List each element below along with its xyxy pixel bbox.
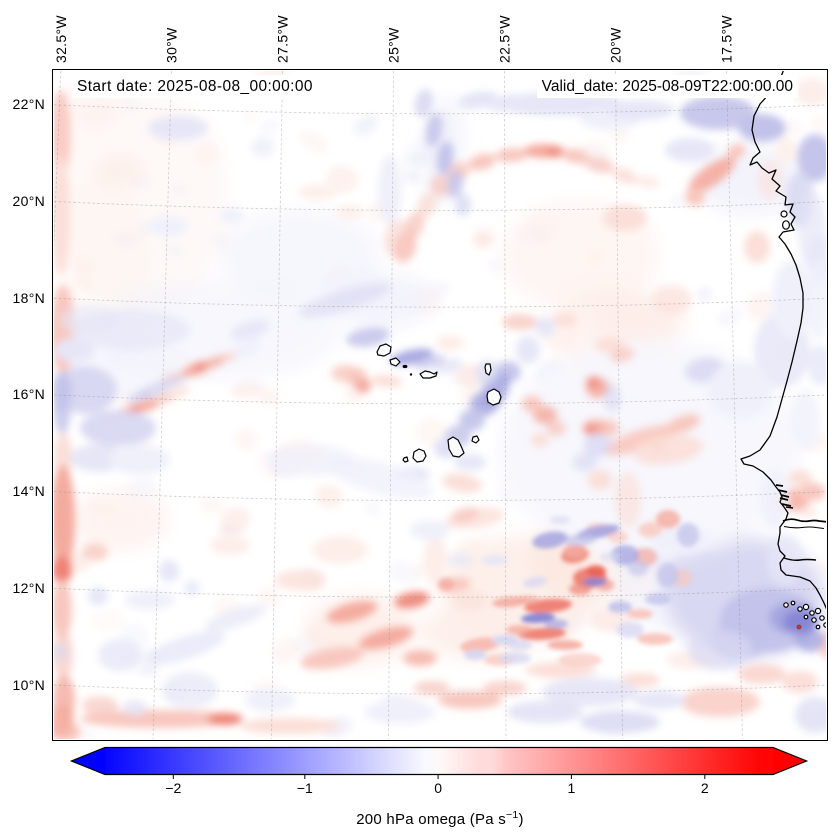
- svg-text:17.5°W: 17.5°W: [719, 15, 735, 63]
- svg-text:−1: −1: [297, 780, 313, 796]
- svg-text:27.5°W: 27.5°W: [275, 15, 291, 63]
- svg-text:2: 2: [701, 780, 709, 796]
- svg-text:−2: −2: [165, 780, 181, 796]
- svg-text:25°W: 25°W: [386, 27, 402, 63]
- svg-text:32.5°W: 32.5°W: [53, 15, 69, 63]
- svg-text:20°W: 20°W: [608, 27, 624, 63]
- svg-text:22.5°W: 22.5°W: [497, 15, 513, 63]
- svg-text:0: 0: [434, 780, 442, 796]
- svg-text:30°W: 30°W: [164, 27, 180, 63]
- svg-text:1: 1: [568, 780, 576, 796]
